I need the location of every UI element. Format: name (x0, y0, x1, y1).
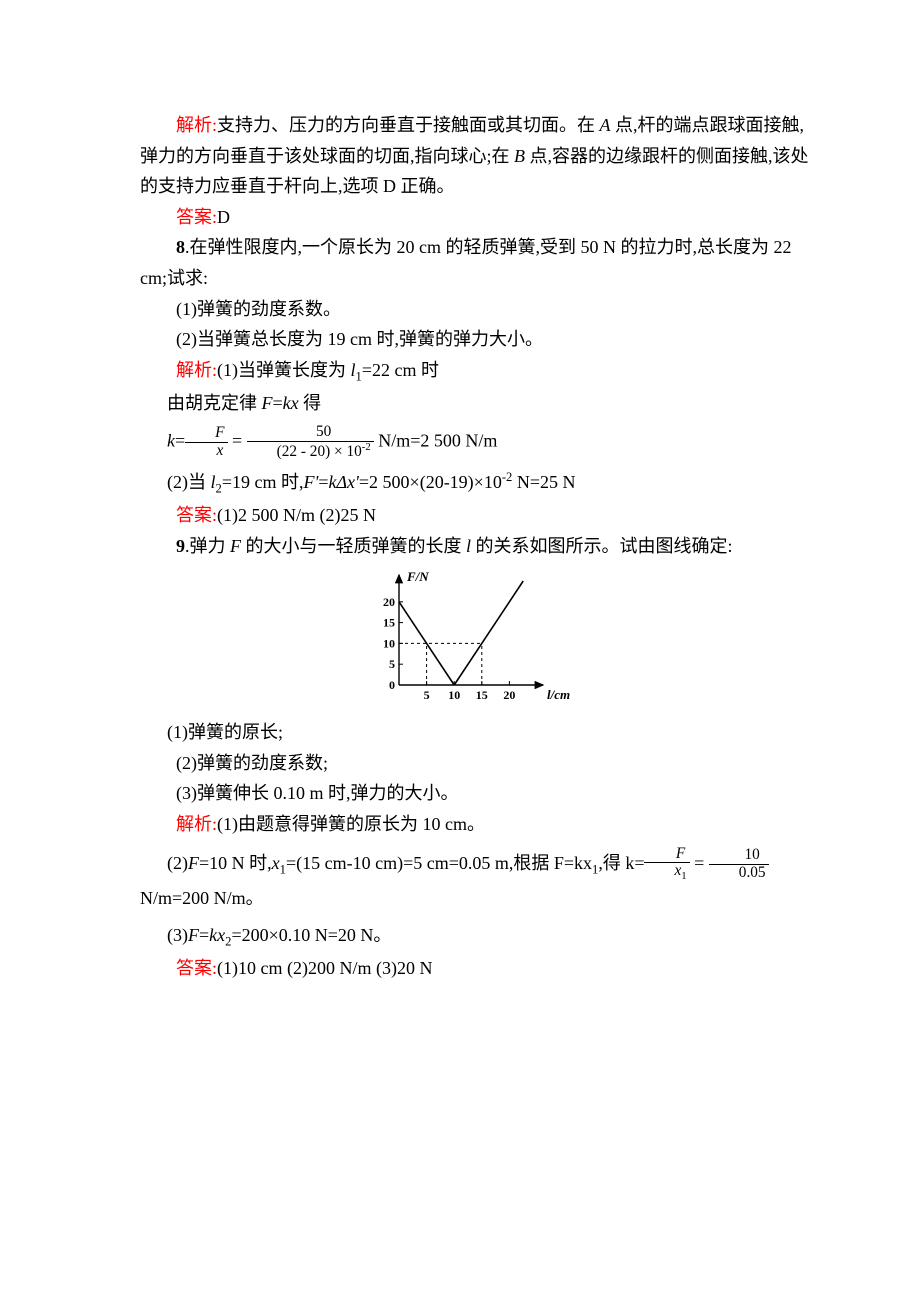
q8-k-equation: k=Fx = 50(22 - 20) × 10-2 N/m=2 500 N/m (140, 424, 810, 461)
q9-stem-a: .弹力 (185, 536, 230, 556)
q9-j3-kx2: kx (209, 925, 225, 945)
svg-text:10: 10 (448, 688, 460, 702)
q9-p1: (1)弹簧的原长; (140, 717, 810, 748)
q8-hooke: 由胡克定律 F=kx 得 (140, 388, 810, 419)
q8-j2-F: F' (303, 472, 318, 492)
k-frac2-num: 50 (247, 424, 374, 442)
ans-label: 答案: (176, 505, 217, 525)
q9-chart: 0 5 10 15 20 5 10 15 20 F/N l/cm (365, 567, 585, 707)
q9-frac2-den: 0.05 (709, 865, 769, 882)
q8-j2-kdx: kΔx' (328, 472, 358, 492)
q9-stem-c: 的关系如图所示。试由图线确定: (471, 536, 733, 556)
q8-hooke-kx: kx (283, 393, 299, 413)
jiexi-label: 解析: (176, 115, 217, 135)
q8-j2b: =19 cm 时, (222, 472, 304, 492)
q8-j2c: =2 500×(20-19)×10 (359, 472, 502, 492)
q9-p2: (2)弹簧的劲度系数; (140, 748, 810, 779)
k-frac1: Fx (185, 425, 227, 460)
q9-frac1-num: F (644, 846, 689, 864)
q9-j2-mid-eq: = (690, 853, 709, 873)
q7-point-a: A (600, 115, 611, 135)
q8-num: 8 (176, 237, 185, 257)
q9-j2b: =10 N 时, (199, 853, 272, 873)
q9-j3a: (3) (167, 925, 188, 945)
q9-frac2-num: 10 (709, 847, 769, 865)
ans-label: 答案: (176, 958, 217, 978)
q8-hooke-eq: = (273, 393, 283, 413)
ans-label: 答案: (176, 207, 217, 227)
q9-stem-b: 的大小与一轻质弹簧的长度 (241, 536, 466, 556)
q9-frac1: Fx1 (644, 846, 689, 884)
q9-j2-F: F (188, 853, 199, 873)
q8-p2: (2)当弹簧总长度为 19 cm 时,弹簧的弹力大小。 (140, 324, 810, 355)
q8-p1: (1)弹簧的劲度系数。 (140, 294, 810, 325)
k-frac2-den-sup: -2 (362, 441, 371, 453)
q9-stem-F: F (230, 536, 241, 556)
q8-stem-text: .在弹性限度内,一个原长为 20 cm 的轻质弹簧,受到 50 N 的拉力时,总… (140, 237, 792, 288)
q9-j2c: =(15 cm-10 cm)=5 cm=0.05 m,根据 F=kx (286, 853, 592, 873)
k-frac1-den: x (185, 443, 227, 460)
k-eq1: = (175, 431, 185, 451)
q7-ans-value: D (217, 207, 230, 227)
svg-text:5: 5 (424, 688, 430, 702)
svg-text:10: 10 (383, 637, 395, 651)
q9-j3-F: F (188, 925, 199, 945)
q9-j2d: ,得 k= (598, 853, 644, 873)
q8-j1b: =22 cm 时 (362, 360, 439, 380)
page: 解析:支持力、压力的方向垂直于接触面或其切面。在 A 点,杆的端点跟球面接触,弹… (0, 0, 920, 1302)
q8-stem: 8.在弹性限度内,一个原长为 20 cm 的轻质弹簧,受到 50 N 的拉力时,… (140, 232, 810, 293)
svg-text:5: 5 (389, 657, 395, 671)
q7-jiexi-a: 支持力、压力的方向垂直于接触面或其切面。在 (217, 115, 600, 135)
q9-jiexi1: 解析:(1)由题意得弹簧的原长为 10 cm。 (140, 809, 810, 840)
q9-j3-eq: = (199, 925, 209, 945)
q9-j1: (1)由题意得弹簧的原长为 10 cm。 (217, 814, 485, 834)
q8-hooke-a: 由胡克定律 (167, 393, 262, 413)
k-mid-eq: = (228, 431, 247, 451)
k-frac2: 50(22 - 20) × 10-2 (247, 424, 374, 461)
q7-point-b: B (514, 146, 525, 166)
q8-hooke-b: 得 (299, 393, 322, 413)
q9-j2-x1: x (272, 853, 280, 873)
q9-j2e: N/m=200 N/m。 (140, 888, 264, 908)
q9-frac1-den: x1 (644, 863, 689, 883)
q9-answer: 答案:(1)10 cm (2)200 N/m (3)20 N (140, 953, 810, 984)
q8-j2a: (2)当 (167, 472, 211, 492)
q9-num: 9 (176, 536, 185, 556)
q8-j2-eq: = (318, 472, 328, 492)
q8-hooke-F: F (262, 393, 273, 413)
q8-jiexi1: 解析:(1)当弹簧长度为 l1=22 cm 时 (140, 355, 810, 388)
svg-text:0: 0 (389, 678, 395, 692)
svg-text:15: 15 (476, 688, 488, 702)
q8-jiexi2: (2)当 l2=19 cm 时,F'=kΔx'=2 500×(20-19)×10… (140, 467, 810, 500)
q9-jiexi2: (2)F=10 N 时,x1=(15 cm-10 cm)=5 cm=0.05 m… (140, 846, 810, 914)
q7-answer: 答案:D (140, 202, 810, 233)
k-frac1-num: F (185, 425, 227, 443)
q9-frac2: 100.05 (709, 847, 769, 882)
svg-text:F/N: F/N (406, 569, 429, 584)
svg-text:15: 15 (383, 616, 395, 630)
q9-j2a: (2) (167, 853, 188, 873)
q8-j2-sup: -2 (502, 470, 513, 484)
jiexi-label: 解析: (176, 814, 217, 834)
q9-p3: (3)弹簧伸长 0.10 m 时,弹力的大小。 (140, 778, 810, 809)
q8-ans-text: (1)2 500 N/m (2)25 N (217, 505, 376, 525)
q9-frac1-den-sub: 1 (681, 870, 686, 882)
q9-ans-text: (1)10 cm (2)200 N/m (3)20 N (217, 958, 432, 978)
q8-j2d: N=25 N (512, 472, 575, 492)
q9-jiexi3: (3)F=kx2=200×0.10 N=20 N。 (140, 920, 810, 953)
jiexi-label: 解析: (176, 360, 217, 380)
svg-text:l/cm: l/cm (547, 687, 570, 702)
q9-chart-wrap: 0 5 10 15 20 5 10 15 20 F/N l/cm (140, 567, 810, 707)
q7-jiexi: 解析:支持力、压力的方向垂直于接触面或其切面。在 A 点,杆的端点跟球面接触,弹… (140, 110, 810, 202)
k-tail: N/m=2 500 N/m (374, 431, 498, 451)
k-sym: k (167, 431, 175, 451)
q8-j1a: (1)当弹簧长度为 (217, 360, 351, 380)
q9-j3b: =200×0.10 N=20 N。 (231, 925, 391, 945)
q8-answer: 答案:(1)2 500 N/m (2)25 N (140, 500, 810, 531)
svg-text:20: 20 (503, 688, 515, 702)
k-frac2-den: (22 - 20) × 10-2 (247, 442, 374, 461)
q9-stem: 9.弹力 F 的大小与一轻质弹簧的长度 l 的关系如图所示。试由图线确定: (140, 531, 810, 562)
svg-text:20: 20 (383, 595, 395, 609)
k-frac2-den-a: (22 - 20) × 10 (277, 443, 362, 460)
